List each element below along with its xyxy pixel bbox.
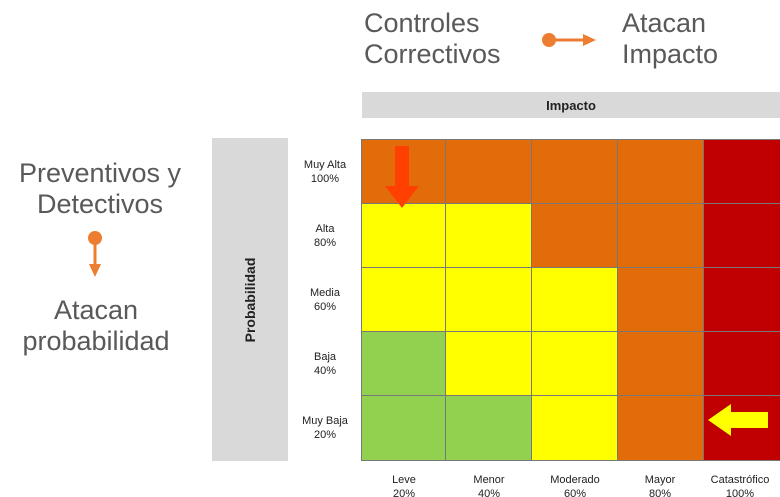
corrective-controls-headline: Controles Correctivos — [364, 8, 501, 69]
matrix-cell — [362, 268, 446, 332]
probability-axis-bar — [212, 138, 288, 461]
matrix-cell — [532, 396, 618, 460]
horizontal-connector-arrow — [542, 33, 596, 47]
col-label-menor: Menor 40% — [473, 474, 505, 497]
matrix-cell — [704, 140, 780, 204]
matrix-cell — [618, 396, 704, 460]
matrix-cell — [362, 140, 446, 204]
attack-impact-headline: Atacan Impacto — [622, 8, 719, 69]
matrix-cell — [704, 268, 780, 332]
matrix-cell — [704, 396, 780, 460]
probability-axis-label: Probabilidad — [242, 257, 258, 343]
matrix-cell — [618, 140, 704, 204]
row-label-baja: Baja 40% — [313, 351, 337, 377]
vertical-connector-arrow — [88, 231, 102, 277]
row-label-muy-baja: Muy Baja 20% — [302, 415, 348, 441]
matrix-cell — [446, 204, 532, 268]
matrix-cell — [704, 204, 780, 268]
matrix-cell — [446, 140, 532, 204]
matrix-cell — [618, 204, 704, 268]
matrix-cell — [362, 204, 446, 268]
matrix-cell — [362, 396, 446, 460]
row-label-muy-alta: Muy Alta 100% — [303, 159, 347, 185]
row-label-media: Media 60% — [310, 287, 340, 313]
impact-axis-header: Impacto — [362, 92, 780, 118]
col-label-mayor: Mayor 80% — [644, 474, 676, 497]
row-label-alta: Alta 80% — [313, 223, 337, 249]
matrix-cell — [532, 268, 618, 332]
matrix-cell — [618, 268, 704, 332]
matrix-cell — [446, 268, 532, 332]
matrix-cell — [618, 332, 704, 396]
matrix-cell — [446, 332, 532, 396]
impact-axis-label: Impacto — [546, 97, 596, 113]
matrix-cell — [532, 140, 618, 204]
col-label-catastrofico: Catastrófico 100% — [710, 474, 770, 497]
matrix-cell — [446, 396, 532, 460]
matrix-cell — [362, 332, 446, 396]
matrix-cell — [532, 332, 618, 396]
preventive-detective-text: Preventivos y Detectivos — [18, 158, 182, 219]
matrix-cell — [704, 332, 780, 396]
col-label-moderado: Moderado 60% — [550, 474, 600, 497]
attack-probability-text: Atacan probabilidad — [22, 295, 170, 356]
risk-matrix-grid — [361, 139, 780, 461]
col-label-leve: Leve 20% — [392, 474, 416, 497]
matrix-cell — [532, 204, 618, 268]
